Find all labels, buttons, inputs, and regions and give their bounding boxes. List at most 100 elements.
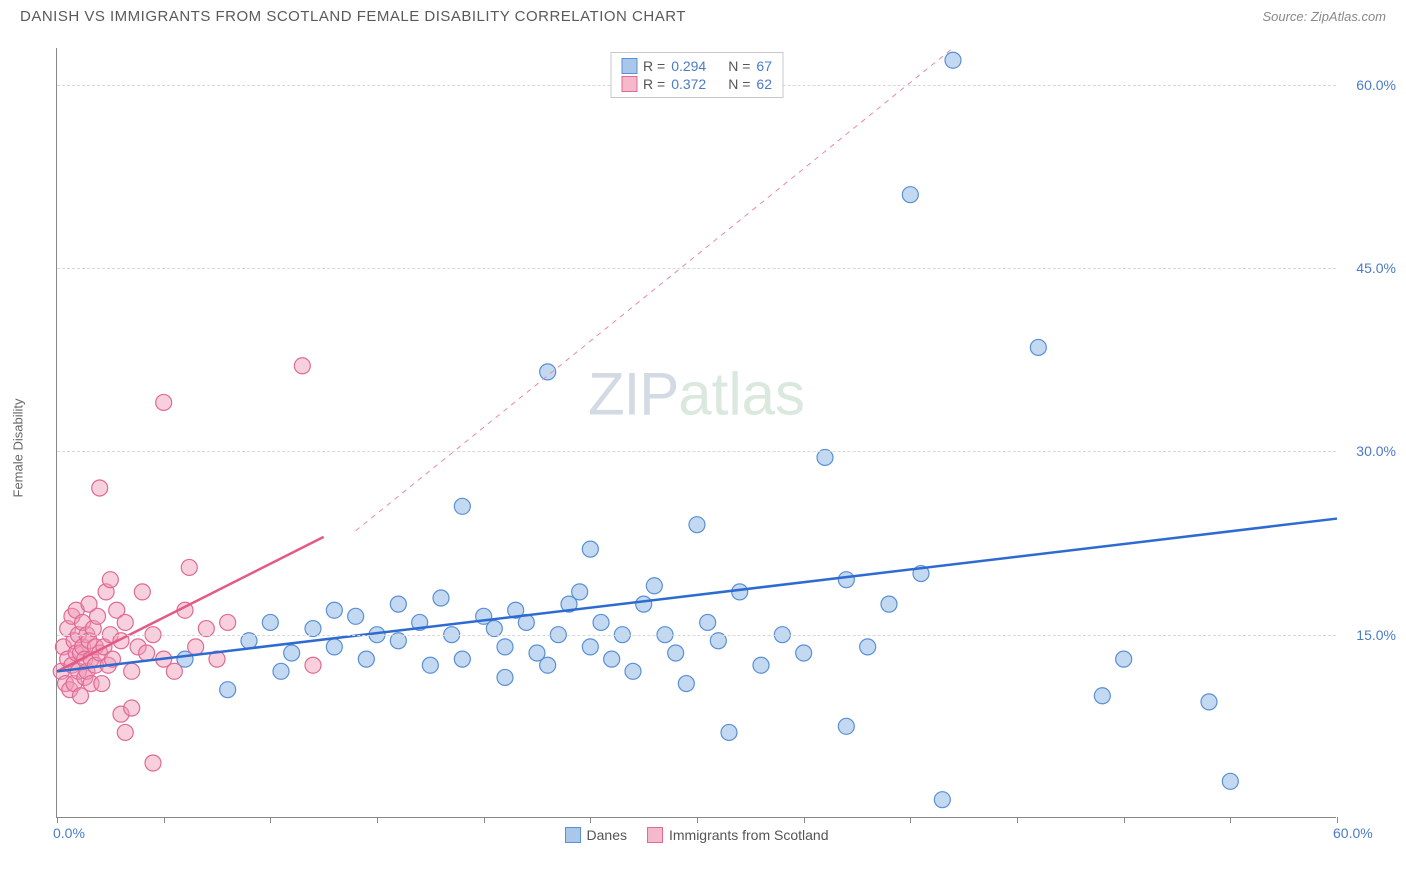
scatter-point-danes: [838, 718, 854, 734]
source-attribution: Source: ZipAtlas.com: [1262, 9, 1386, 24]
r-label: R =: [643, 58, 665, 74]
scatter-point-danes: [860, 639, 876, 655]
scatter-point-scotland: [134, 584, 150, 600]
scatter-point-danes: [582, 639, 598, 655]
scatter-point-danes: [689, 517, 705, 533]
x-tick-label: 0.0%: [53, 825, 85, 841]
r-label: R =: [643, 76, 665, 92]
n-label: N =: [728, 58, 750, 74]
y-axis-label: Female Disability: [11, 399, 26, 498]
scatter-point-danes: [838, 572, 854, 588]
y-tick-label: 30.0%: [1346, 443, 1396, 459]
scatter-point-danes: [1222, 773, 1238, 789]
scatter-point-danes: [582, 541, 598, 557]
scatter-point-danes: [540, 364, 556, 380]
scatter-point-danes: [668, 645, 684, 661]
scatter-point-danes: [1116, 651, 1132, 667]
scatter-point-danes: [902, 187, 918, 203]
legend-label-danes: Danes: [587, 827, 627, 843]
x-tick: [164, 817, 165, 823]
scatter-point-scotland: [145, 755, 161, 771]
scatter-point-scotland: [139, 645, 155, 661]
legend-swatch-scotland: [647, 827, 663, 843]
legend-item-danes: Danes: [565, 827, 627, 843]
legend-swatch-danes: [565, 827, 581, 843]
scatter-point-scotland: [294, 358, 310, 374]
scatter-plot-svg: [57, 48, 1336, 817]
scatter-point-danes: [646, 578, 662, 594]
x-tick: [590, 817, 591, 823]
legend-swatch-scotland: [621, 76, 637, 92]
scatter-point-scotland: [156, 394, 172, 410]
n-value: 67: [756, 58, 772, 74]
y-tick-label: 15.0%: [1346, 627, 1396, 643]
legend-label-scotland: Immigrants from Scotland: [669, 827, 829, 843]
scatter-point-danes: [326, 602, 342, 618]
x-tick: [910, 817, 911, 823]
y-tick-label: 45.0%: [1346, 260, 1396, 276]
x-tick-label: 60.0%: [1333, 825, 1373, 841]
scatter-point-danes: [934, 792, 950, 808]
scatter-point-danes: [454, 651, 470, 667]
scatter-point-danes: [540, 657, 556, 673]
scatter-point-danes: [732, 584, 748, 600]
scatter-point-danes: [433, 590, 449, 606]
chart-title: DANISH VS IMMIGRANTS FROM SCOTLAND FEMAL…: [20, 8, 686, 25]
scatter-point-scotland: [188, 639, 204, 655]
scatter-point-scotland: [305, 657, 321, 673]
scatter-point-danes: [497, 639, 513, 655]
scatter-point-danes: [1030, 339, 1046, 355]
x-tick: [57, 817, 58, 823]
x-tick: [1124, 817, 1125, 823]
scatter-point-danes: [796, 645, 812, 661]
grid-line: [57, 635, 1336, 636]
scatter-point-danes: [390, 596, 406, 612]
trend-line-scotland-extended: [356, 48, 953, 531]
scatter-point-danes: [945, 52, 961, 68]
x-tick: [484, 817, 485, 823]
scatter-point-danes: [881, 596, 897, 612]
x-tick: [1017, 817, 1018, 823]
scatter-point-scotland: [90, 608, 106, 624]
scatter-point-scotland: [117, 614, 133, 630]
scatter-point-danes: [753, 657, 769, 673]
scatter-point-danes: [625, 663, 641, 679]
scatter-point-danes: [262, 614, 278, 630]
scatter-point-scotland: [94, 676, 110, 692]
scatter-point-scotland: [124, 663, 140, 679]
scatter-point-danes: [220, 682, 236, 698]
chart-container: Female Disability ZIPatlas R = 0.294 N =…: [48, 48, 1378, 848]
r-value: 0.372: [671, 76, 706, 92]
x-tick: [804, 817, 805, 823]
legend-row-scotland: R = 0.372 N = 62: [621, 75, 772, 93]
scatter-point-danes: [678, 676, 694, 692]
legend-row-danes: R = 0.294 N = 67: [621, 57, 772, 75]
scatter-point-danes: [604, 651, 620, 667]
x-tick: [377, 817, 378, 823]
legend-swatch-danes: [621, 58, 637, 74]
scatter-point-scotland: [220, 614, 236, 630]
scatter-point-danes: [422, 657, 438, 673]
trend-line-danes: [57, 519, 1337, 672]
scatter-point-danes: [593, 614, 609, 630]
scatter-point-danes: [497, 669, 513, 685]
x-tick: [1230, 817, 1231, 823]
r-value: 0.294: [671, 58, 706, 74]
scatter-point-scotland: [117, 724, 133, 740]
legend-correlation: R = 0.294 N = 67 R = 0.372 N = 62: [610, 52, 783, 98]
x-tick: [270, 817, 271, 823]
scatter-point-scotland: [181, 559, 197, 575]
scatter-point-danes: [700, 614, 716, 630]
header-bar: DANISH VS IMMIGRANTS FROM SCOTLAND FEMAL…: [0, 0, 1406, 29]
scatter-point-danes: [273, 663, 289, 679]
n-label: N =: [728, 76, 750, 92]
grid-line: [57, 268, 1336, 269]
scatter-point-danes: [1094, 688, 1110, 704]
grid-line: [57, 451, 1336, 452]
scatter-point-danes: [454, 498, 470, 514]
scatter-point-danes: [284, 645, 300, 661]
scatter-point-scotland: [166, 663, 182, 679]
x-tick: [697, 817, 698, 823]
scatter-point-scotland: [92, 480, 108, 496]
n-value: 62: [756, 76, 772, 92]
